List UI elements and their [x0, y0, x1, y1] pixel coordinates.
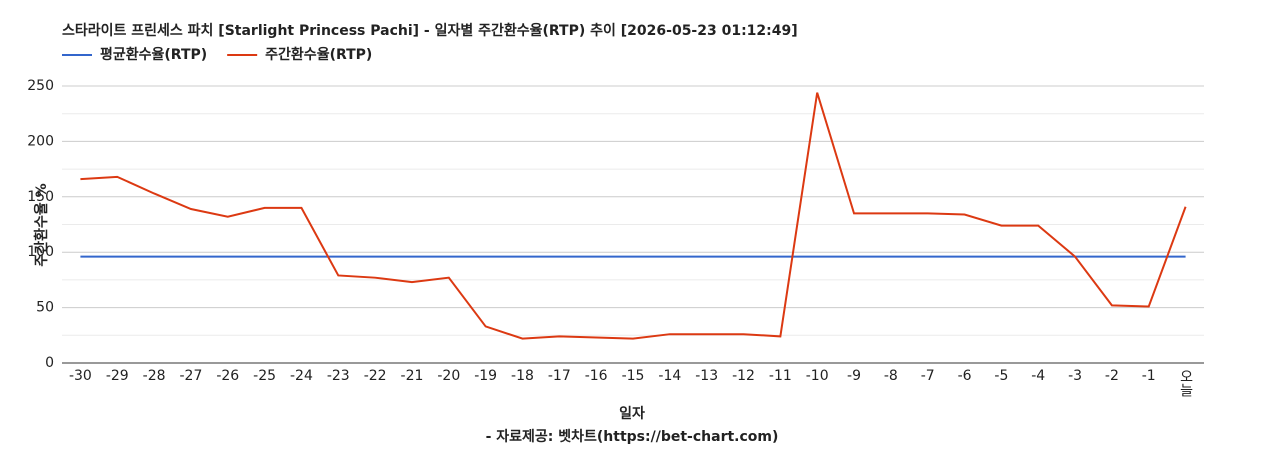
x-tick-label: -27 — [179, 368, 202, 384]
x-tick-label: -24 — [290, 368, 313, 384]
x-tick-label: -19 — [474, 368, 497, 384]
y-tick-label: 200 — [27, 133, 54, 149]
x-tick-label: -23 — [327, 368, 350, 384]
x-axis-label: 일자 — [619, 406, 645, 422]
x-tick-label: 오늘 — [1178, 369, 1194, 397]
x-tick-label: -15 — [622, 368, 645, 384]
x-tick-label: -4 — [1031, 368, 1045, 384]
x-tick-label: -28 — [143, 368, 166, 384]
x-tick-label: -30 — [69, 368, 92, 384]
x-tick-label: -18 — [511, 368, 534, 384]
y-axis-label: 주간환수율 % — [33, 183, 50, 266]
y-tick-label: 250 — [27, 78, 54, 94]
x-tick-label: -25 — [253, 368, 276, 384]
x-tick-label: -9 — [847, 368, 861, 384]
x-tick-label: -29 — [106, 368, 129, 384]
x-tick-label: -13 — [695, 368, 718, 384]
y-tick-label: 0 — [45, 355, 54, 371]
x-tick-label: -16 — [585, 368, 608, 384]
x-tick-label: -22 — [364, 368, 387, 384]
x-tick-label: -26 — [216, 368, 239, 384]
x-tick-label: -21 — [401, 368, 424, 384]
legend-label: 평균환수율(RTP) — [100, 46, 207, 63]
x-tick-label: -8 — [884, 368, 898, 384]
legend-label: 주간환수율(RTP) — [265, 46, 372, 63]
y-tick-label: 100 — [27, 244, 54, 260]
x-tick-label: -14 — [658, 368, 681, 384]
chart-title: 스타라이트 프린세스 파치 [Starlight Princess Pachi]… — [62, 22, 798, 39]
x-tick-label: -2 — [1105, 368, 1119, 384]
y-tick-label: 50 — [36, 300, 54, 316]
x-tick-label: -3 — [1068, 368, 1082, 384]
x-tick-label: -5 — [994, 368, 1008, 384]
x-tick-label: -10 — [806, 368, 829, 384]
x-tick-label: -20 — [437, 368, 460, 384]
y-tick-label: 150 — [27, 189, 54, 205]
source: - 자료제공: 벳차트(https://bet-chart.com) — [486, 428, 779, 445]
x-tick-label: -6 — [958, 368, 972, 384]
x-tick-label: -17 — [548, 368, 571, 384]
series-line — [80, 92, 1187, 340]
x-tick-label: -1 — [1142, 368, 1156, 384]
x-tick-label: -11 — [769, 368, 792, 384]
x-tick-label: -7 — [921, 368, 935, 384]
x-tick-label: -12 — [732, 368, 755, 384]
